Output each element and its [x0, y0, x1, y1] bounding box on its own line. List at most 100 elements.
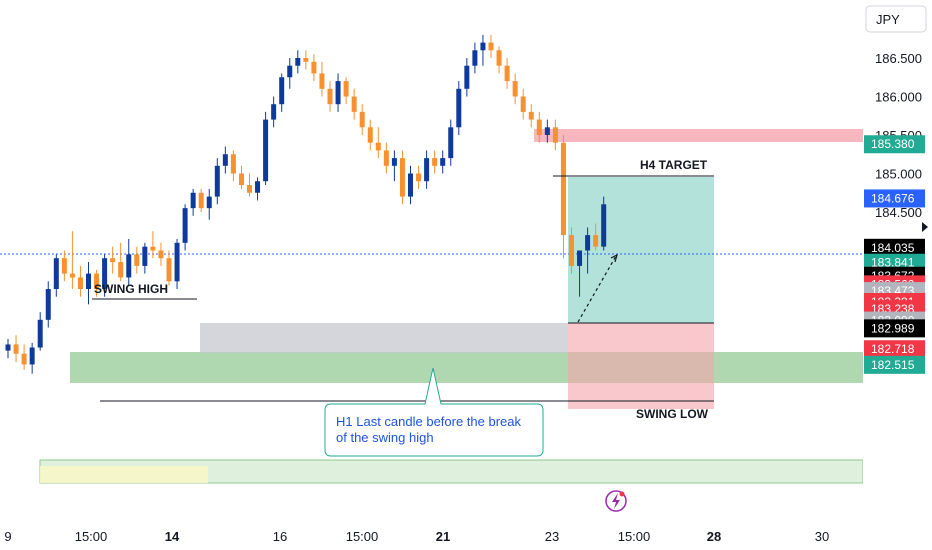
candle [5, 339, 11, 359]
price-level-value: 184.676 [871, 191, 915, 205]
candle-body [593, 235, 599, 247]
candle-body [238, 173, 244, 186]
candle-body [61, 258, 67, 274]
candle [295, 50, 301, 74]
candle [37, 312, 43, 351]
price-level-bg [864, 189, 925, 208]
candle [496, 46, 502, 74]
candle [198, 188, 204, 212]
candle [351, 88, 357, 120]
candle [45, 281, 51, 328]
candle [472, 42, 478, 74]
candle-body [399, 158, 405, 197]
candle [134, 246, 140, 274]
candle [528, 104, 534, 128]
candle-body [520, 96, 526, 112]
candle [166, 250, 172, 286]
candle [247, 173, 252, 197]
candle-body [464, 65, 470, 89]
candle [383, 142, 389, 174]
candle [480, 34, 486, 66]
price-level-tag: 182.515 [864, 355, 925, 374]
currency-badge[interactable] [865, 5, 927, 33]
price-level-bg [864, 319, 925, 338]
candle [214, 158, 220, 205]
candle [279, 73, 285, 112]
callout-line-2: of the swing high [336, 430, 434, 445]
lower-zone-yellow [40, 466, 208, 483]
candle [77, 265, 83, 297]
candle-body [279, 77, 285, 105]
candle-body [150, 246, 156, 251]
candle [110, 246, 116, 274]
candle [21, 344, 27, 370]
candle [464, 58, 470, 97]
candle-body [198, 192, 204, 209]
candle [13, 335, 19, 363]
candle-body [69, 273, 75, 278]
annotation-lines [92, 175, 714, 402]
candle-body [37, 319, 43, 348]
candle-body [311, 61, 317, 74]
candle-body [504, 65, 510, 82]
candle-body [77, 277, 83, 289]
projection-arrow-head [610, 253, 618, 263]
candle [158, 242, 164, 266]
price-levels: 185.380184.676184.035183.841183.672183.5… [864, 135, 925, 374]
price-level-bg [864, 355, 925, 374]
swing-low-label: SWING LOW [636, 407, 709, 421]
callout-line-1: H1 Last candle before the break [336, 414, 522, 429]
swing-high-label: SWING HIGH [94, 282, 168, 296]
x-tick-label: 15:00 [618, 529, 651, 544]
candle-body [134, 254, 140, 266]
price-axis[interactable]: JPY 186.500186.000185.500185.000184.500 … [863, 0, 932, 520]
candle [142, 242, 148, 274]
candle-body [424, 158, 430, 182]
candle-body [230, 154, 236, 174]
zones-layer [0, 129, 864, 484]
y-tick-label: 184.500 [875, 205, 922, 220]
candle [182, 204, 188, 251]
candle-body [86, 273, 91, 289]
candle [391, 150, 397, 182]
candle-body [472, 50, 478, 66]
candle [544, 119, 550, 143]
candle [577, 250, 583, 297]
candle-body [255, 181, 261, 193]
candle-body [432, 158, 438, 166]
candle-body [303, 58, 309, 62]
time-axis[interactable]: 9 15:00 14 16 15:00 21 23 15:00 28 30 [4, 529, 829, 544]
y-tick-label: 185.000 [875, 167, 922, 182]
x-tick-label: 30 [815, 529, 829, 544]
candle [69, 231, 75, 289]
candle-body [263, 119, 269, 182]
candle-body [295, 58, 301, 66]
candle [601, 196, 607, 251]
x-tick-label: 15:00 [346, 529, 379, 544]
candle [150, 231, 156, 259]
price-level-tag: 184.035 [864, 238, 925, 257]
price-level-tag: 185.380 [864, 135, 925, 154]
candle-body [488, 42, 494, 51]
candle-body [585, 235, 591, 251]
candle [174, 238, 180, 289]
price-level-value: 182.515 [871, 358, 915, 372]
price-level-value: 183.841 [871, 256, 915, 270]
candle-body [319, 73, 325, 89]
candle [311, 54, 317, 82]
lightning-icon[interactable] [605, 490, 627, 512]
resistance-zone [534, 129, 863, 142]
candle-body [528, 111, 534, 120]
candles-layer [5, 34, 607, 374]
candle [263, 111, 269, 186]
candle [126, 238, 132, 286]
price-level-tag: 182.718 [864, 340, 925, 359]
candle-body [53, 258, 59, 289]
x-tick-label: 16 [273, 529, 287, 544]
candle-body [448, 127, 454, 159]
candle-body [383, 150, 389, 166]
candle [271, 96, 277, 128]
candle [335, 73, 341, 112]
callout-box [324, 367, 544, 457]
